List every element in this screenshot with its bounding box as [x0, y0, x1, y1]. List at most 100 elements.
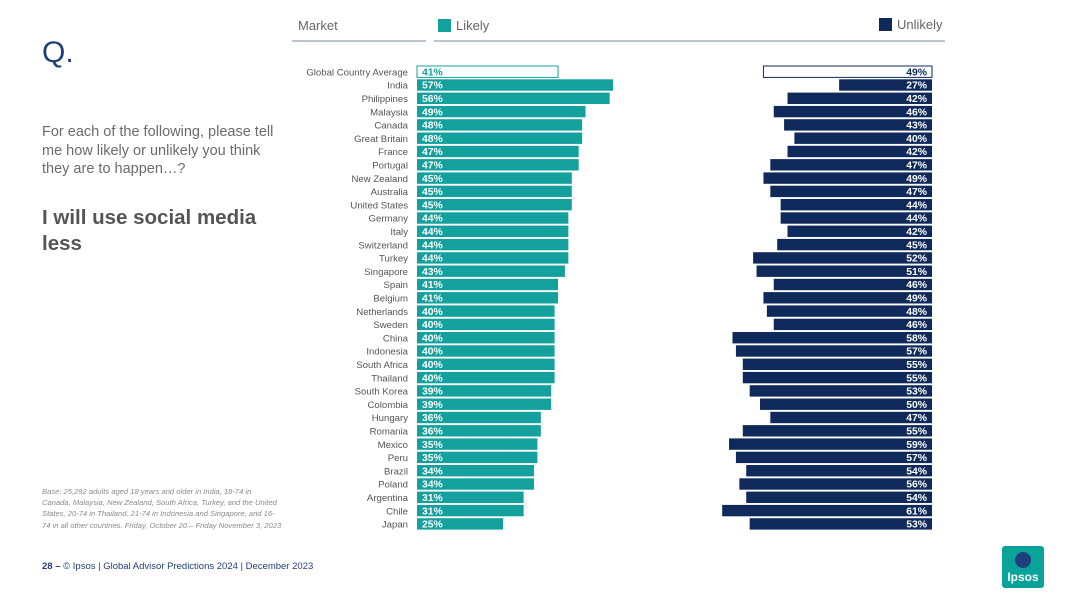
category-label: Philippines [362, 94, 409, 105]
chart-rows: Global Country Average 41% 49% India 57% 27% P… [306, 65, 933, 531]
likely-value-label: 47% [422, 161, 443, 172]
likely-value-label: 40% [422, 347, 443, 358]
likely-value-label: 40% [422, 320, 443, 331]
likely-value-label: 45% [422, 200, 443, 211]
likely-value-label: 47% [422, 147, 443, 158]
likely-bar [417, 185, 572, 198]
legend-likely-label: Likely [456, 18, 490, 33]
likely-value-label: 34% [422, 480, 443, 491]
unlikely-bar [756, 265, 932, 277]
likely-bar [417, 145, 579, 158]
category-label: Australia [371, 187, 409, 198]
unlikely-bar [773, 278, 932, 291]
unlikely-bar [787, 92, 932, 104]
likely-bar [417, 225, 569, 237]
likely-bar [417, 172, 572, 184]
category-label: Switzerland [358, 240, 408, 251]
likely-bar [417, 478, 534, 490]
likely-bar [417, 358, 555, 370]
unlikely-bar [735, 345, 932, 357]
unlikely-value-label: 44% [906, 214, 927, 225]
unlikely-bar [794, 132, 932, 144]
unlikely-bar [770, 411, 932, 424]
likely-bar [417, 238, 569, 251]
unlikely-value-label: 46% [906, 280, 927, 291]
likely-bar [417, 265, 565, 277]
likely-value-label: 41% [422, 294, 443, 305]
unlikely-bar [749, 385, 932, 397]
unlikely-bar [742, 425, 932, 437]
unlikely-bar [732, 332, 932, 344]
unlikely-bar [787, 145, 932, 158]
likely-value-label: 48% [422, 134, 443, 145]
market-header: Market [298, 18, 338, 33]
category-label: Singapore [364, 267, 408, 278]
unlikely-bar [780, 212, 932, 224]
category-label: Germany [369, 214, 409, 225]
unlikely-bar [766, 305, 932, 317]
unlikely-value-label: 46% [906, 320, 927, 331]
likely-value-label: 49% [422, 107, 443, 118]
likely-value-label: 56% [422, 94, 443, 105]
likely-bar [417, 119, 583, 131]
unlikely-value-label: 42% [906, 227, 927, 238]
category-label: Romania [370, 427, 409, 438]
likely-bar [417, 318, 555, 331]
unlikely-value-label: 57% [906, 453, 927, 464]
statement-title: I will use social media less [42, 206, 257, 255]
unlikely-bar [746, 465, 932, 477]
unlikely-value-label: 45% [906, 240, 927, 251]
unlikely-bar [777, 238, 932, 251]
likely-value-label: 45% [422, 187, 443, 198]
category-label: Argentina [367, 493, 409, 504]
question-label: Q. [42, 36, 74, 69]
category-label: Great Britain [354, 134, 408, 145]
ipsos-logo: Ipsos [1002, 546, 1044, 588]
likely-bar [417, 305, 555, 317]
unlikely-value-label: 52% [906, 254, 927, 265]
likely-value-label: 41% [422, 280, 443, 291]
unlikely-bar [839, 79, 932, 91]
unlikely-value-label: 55% [906, 427, 927, 438]
category-label: Canada [374, 121, 408, 132]
unlikely-bar [735, 451, 932, 464]
logo-mark-icon [1015, 552, 1031, 568]
likely-bar [417, 292, 559, 304]
category-label: Thailand [371, 373, 408, 384]
unlikely-value-label: 49% [906, 67, 927, 78]
unlikely-value-label: 44% [906, 200, 927, 211]
unlikely-value-label: 42% [906, 147, 927, 158]
category-label: Japan [382, 520, 408, 531]
unlikely-value-label: 42% [906, 94, 927, 105]
likely-bar [417, 385, 552, 397]
likely-bar [417, 371, 555, 384]
legend-likely-swatch [438, 19, 451, 32]
legend-unlikely-label: Unlikely [897, 17, 943, 32]
likely-value-label: 31% [422, 506, 443, 517]
unlikely-value-label: 47% [906, 413, 927, 424]
likely-value-label: 45% [422, 174, 443, 185]
likely-bar [417, 491, 524, 503]
likely-bar [417, 132, 583, 144]
likely-value-label: 36% [422, 427, 443, 438]
unlikely-bar [742, 358, 932, 370]
unlikely-bar [742, 371, 932, 384]
logo-text: Ipsos [1007, 570, 1039, 584]
likely-bar [417, 159, 579, 171]
likely-value-label: 35% [422, 453, 443, 464]
likely-value-label: 40% [422, 307, 443, 318]
category-label: Turkey [379, 254, 408, 265]
likely-value-label: 48% [422, 121, 443, 132]
unlikely-value-label: 55% [906, 373, 927, 384]
category-label: South Africa [356, 360, 408, 371]
category-label: Spain [383, 280, 408, 291]
category-label: Mexico [378, 440, 408, 451]
unlikely-bar [722, 504, 932, 517]
category-label: India [387, 81, 408, 92]
unlikely-bar [763, 292, 932, 304]
unlikely-value-label: 58% [906, 333, 927, 344]
category-label: Peru [388, 453, 408, 464]
likely-bar [417, 451, 538, 464]
question-text: For each of the following, please tell m… [42, 124, 274, 177]
likely-bar [416, 65, 559, 78]
